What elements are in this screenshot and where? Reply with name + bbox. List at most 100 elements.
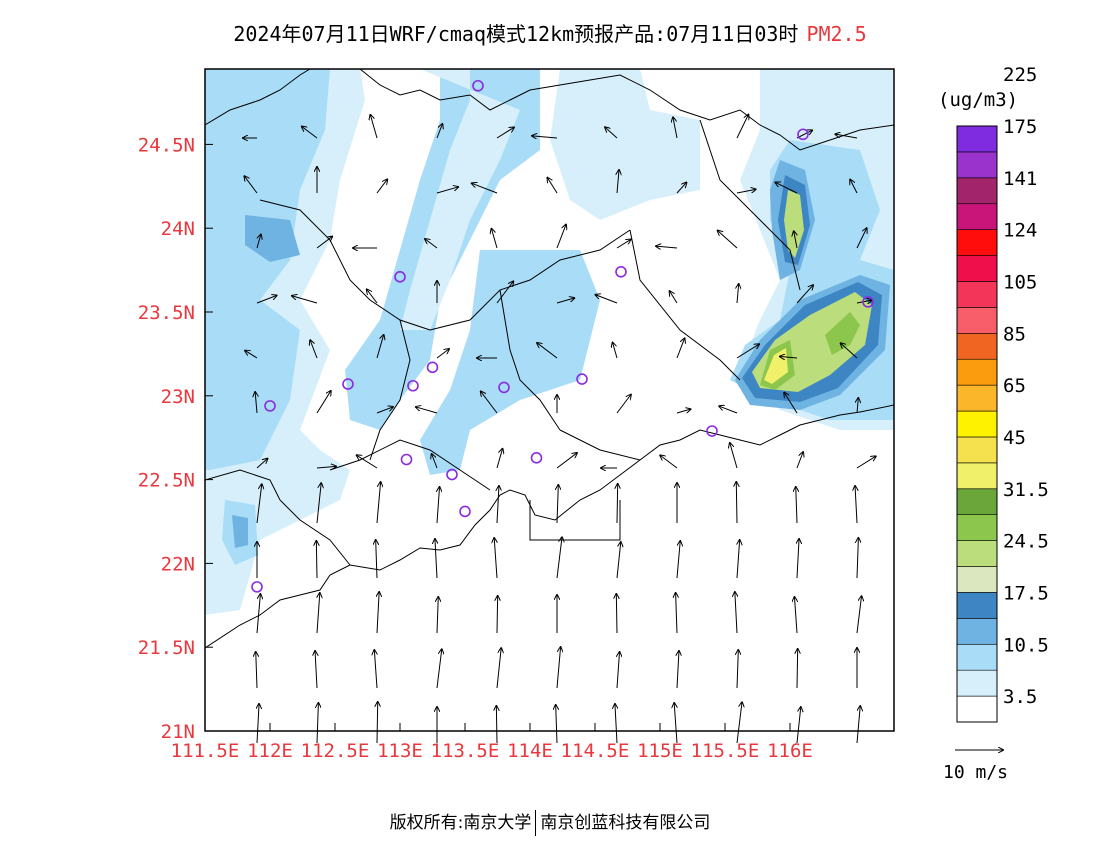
wind-arrow (616, 395, 631, 414)
map-title: 2024年07月11日WRF/cmaq模式12km预报产品:07月11日03时 P… (0, 18, 1100, 47)
legend-swatch (956, 358, 998, 386)
pm25-band-24-east (784, 190, 804, 258)
station-marker (264, 400, 276, 412)
wind-arrow (616, 594, 617, 634)
legend-swatch (956, 384, 998, 412)
pm25-band-hotspot-west-inner (232, 515, 248, 548)
lon-tick-label: 114.5E (561, 740, 630, 762)
footer-owner: 版权所有:南京大学 (389, 813, 532, 833)
wind-arrow (435, 539, 437, 579)
wind-arrow (794, 231, 797, 249)
wind-arrow (256, 484, 262, 524)
province-border-west (205, 69, 311, 126)
wind-arrow (367, 289, 378, 304)
wind-arrow (257, 704, 259, 744)
legend-label: 3.5 (1003, 686, 1037, 708)
axis-ticks: 111.5E 112E 112.5E 113E 113.5E 114E 114.5E 115E… (138, 134, 813, 762)
legend-swatch (956, 462, 998, 490)
wind-arrow (596, 295, 618, 304)
pollution-field (205, 69, 894, 731)
legend-swatch (956, 592, 998, 619)
legend-swatch (956, 669, 998, 697)
wind-arrow (796, 285, 813, 304)
wind-arrow (617, 484, 618, 524)
wind-arrow (676, 338, 685, 359)
wind-arrow (556, 647, 561, 689)
wind-arrow (736, 115, 748, 139)
wind-arrow (316, 391, 331, 414)
legend-swatch (956, 177, 998, 205)
wind-arrow (855, 486, 857, 524)
legend-swatch (956, 436, 998, 464)
station-marker (615, 265, 627, 278)
station-marker (400, 453, 413, 466)
wind-arrow (416, 407, 438, 414)
legend-swatch (956, 410, 998, 438)
legend-swatch (956, 566, 998, 593)
wind-arrow (835, 134, 858, 139)
station-marker (862, 296, 874, 308)
lon-tick-label: 116E (767, 740, 813, 762)
wind-arrow (737, 284, 739, 304)
station-marker (459, 505, 471, 518)
wind-arrow (437, 597, 438, 634)
lon-tick-label: 111.5E (171, 740, 240, 762)
wind-vectors (243, 115, 876, 744)
wind-arrow (616, 542, 621, 579)
province-border-north (359, 69, 894, 151)
wind-arrow (856, 706, 860, 744)
wind-arrow (436, 124, 442, 139)
wind-arrow (316, 483, 321, 524)
wind-arrow (718, 231, 738, 249)
wind-arrow (425, 239, 438, 249)
station-marker (706, 425, 718, 437)
station-marker (342, 378, 354, 390)
wind-arrow (537, 343, 558, 359)
wind-arrow (256, 459, 267, 469)
wind-arrow (292, 296, 318, 304)
wind-arrow (616, 240, 631, 249)
wind-arrow (310, 340, 318, 359)
wind-arrow (736, 702, 742, 744)
district-border-11 (205, 469, 281, 501)
wind-arrow (315, 651, 317, 689)
wind-arrow (617, 170, 619, 194)
legend-swatch (956, 333, 998, 360)
district-border-5 (629, 229, 741, 381)
lon-tick-label: 112.5E (301, 740, 370, 762)
lon-tick-label: 115E (637, 740, 683, 762)
wind-arrow (317, 703, 318, 744)
lat-tick-label: 22N (161, 553, 195, 575)
legend-label: 10.5 (1003, 634, 1049, 656)
wind-arrow (719, 406, 738, 414)
wind-arrow (613, 343, 618, 359)
wind-arrow (496, 706, 497, 744)
lat-tick-label: 21N (161, 721, 195, 743)
wind-arrow (674, 703, 677, 744)
wind-arrow (437, 487, 440, 524)
district-border-7 (329, 439, 491, 491)
district-border-9 (529, 500, 621, 541)
wind-arrow (737, 650, 738, 689)
lat-tick-label: 24.5N (138, 134, 195, 156)
station-marker (498, 381, 510, 394)
station-marker (797, 128, 809, 141)
wind-arrow (796, 452, 803, 469)
wind-arrow (797, 649, 798, 689)
wind-arrow (374, 650, 377, 689)
legend-label: 124 (1003, 220, 1037, 242)
wind-arrow (557, 485, 558, 524)
wind-arrow (736, 344, 759, 359)
map-frame (204, 68, 895, 732)
wind-arrow (730, 443, 738, 469)
wind-arrow (856, 596, 862, 634)
district-border-2 (369, 319, 411, 461)
legend-label: 45 (1003, 427, 1026, 449)
legend-swatch (956, 695, 998, 723)
legend-label: 85 (1003, 323, 1026, 345)
wind-arrow (850, 180, 858, 194)
wind-arrow (736, 189, 756, 194)
wind-arrow (660, 455, 678, 469)
wind-reference-label: 10 m/s (943, 762, 1008, 783)
station-marker (472, 79, 484, 92)
